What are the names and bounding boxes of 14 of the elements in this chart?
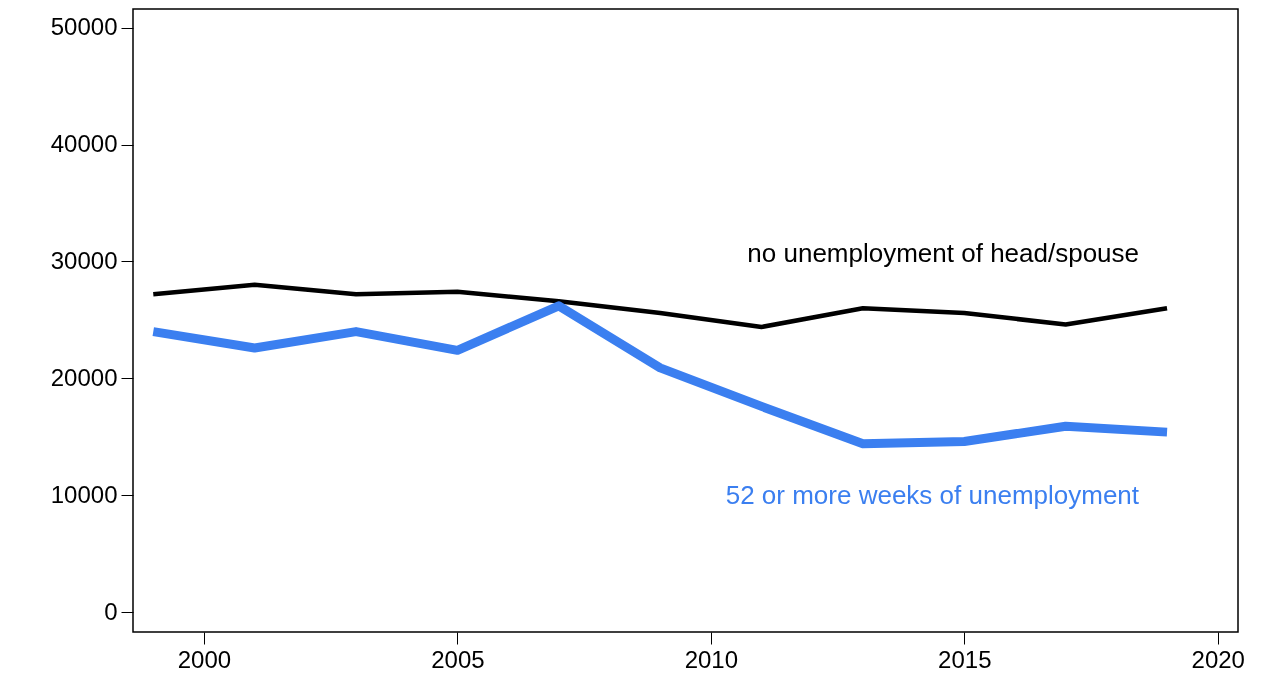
- x-tick-label: 2000: [177, 645, 232, 673]
- y-tick-label: 40000: [50, 130, 118, 158]
- series-label: no unemployment of head/spouse: [747, 238, 1140, 269]
- series-label: 52 or more weeks of unemployment: [725, 480, 1140, 511]
- y-tick-label: 50000: [50, 13, 118, 41]
- x-tick-label: 2010: [684, 645, 739, 673]
- line-series: [151, 282, 1170, 330]
- y-tick-label: 20000: [50, 363, 118, 391]
- y-tick-label: 0: [104, 597, 118, 625]
- y-tick-label: 30000: [50, 246, 118, 274]
- x-tick-label: 2005: [431, 645, 485, 673]
- x-tick-label: 2015: [938, 645, 992, 673]
- y-tick-label: 10000: [50, 480, 118, 508]
- x-tick-label: 2020: [1191, 645, 1245, 673]
